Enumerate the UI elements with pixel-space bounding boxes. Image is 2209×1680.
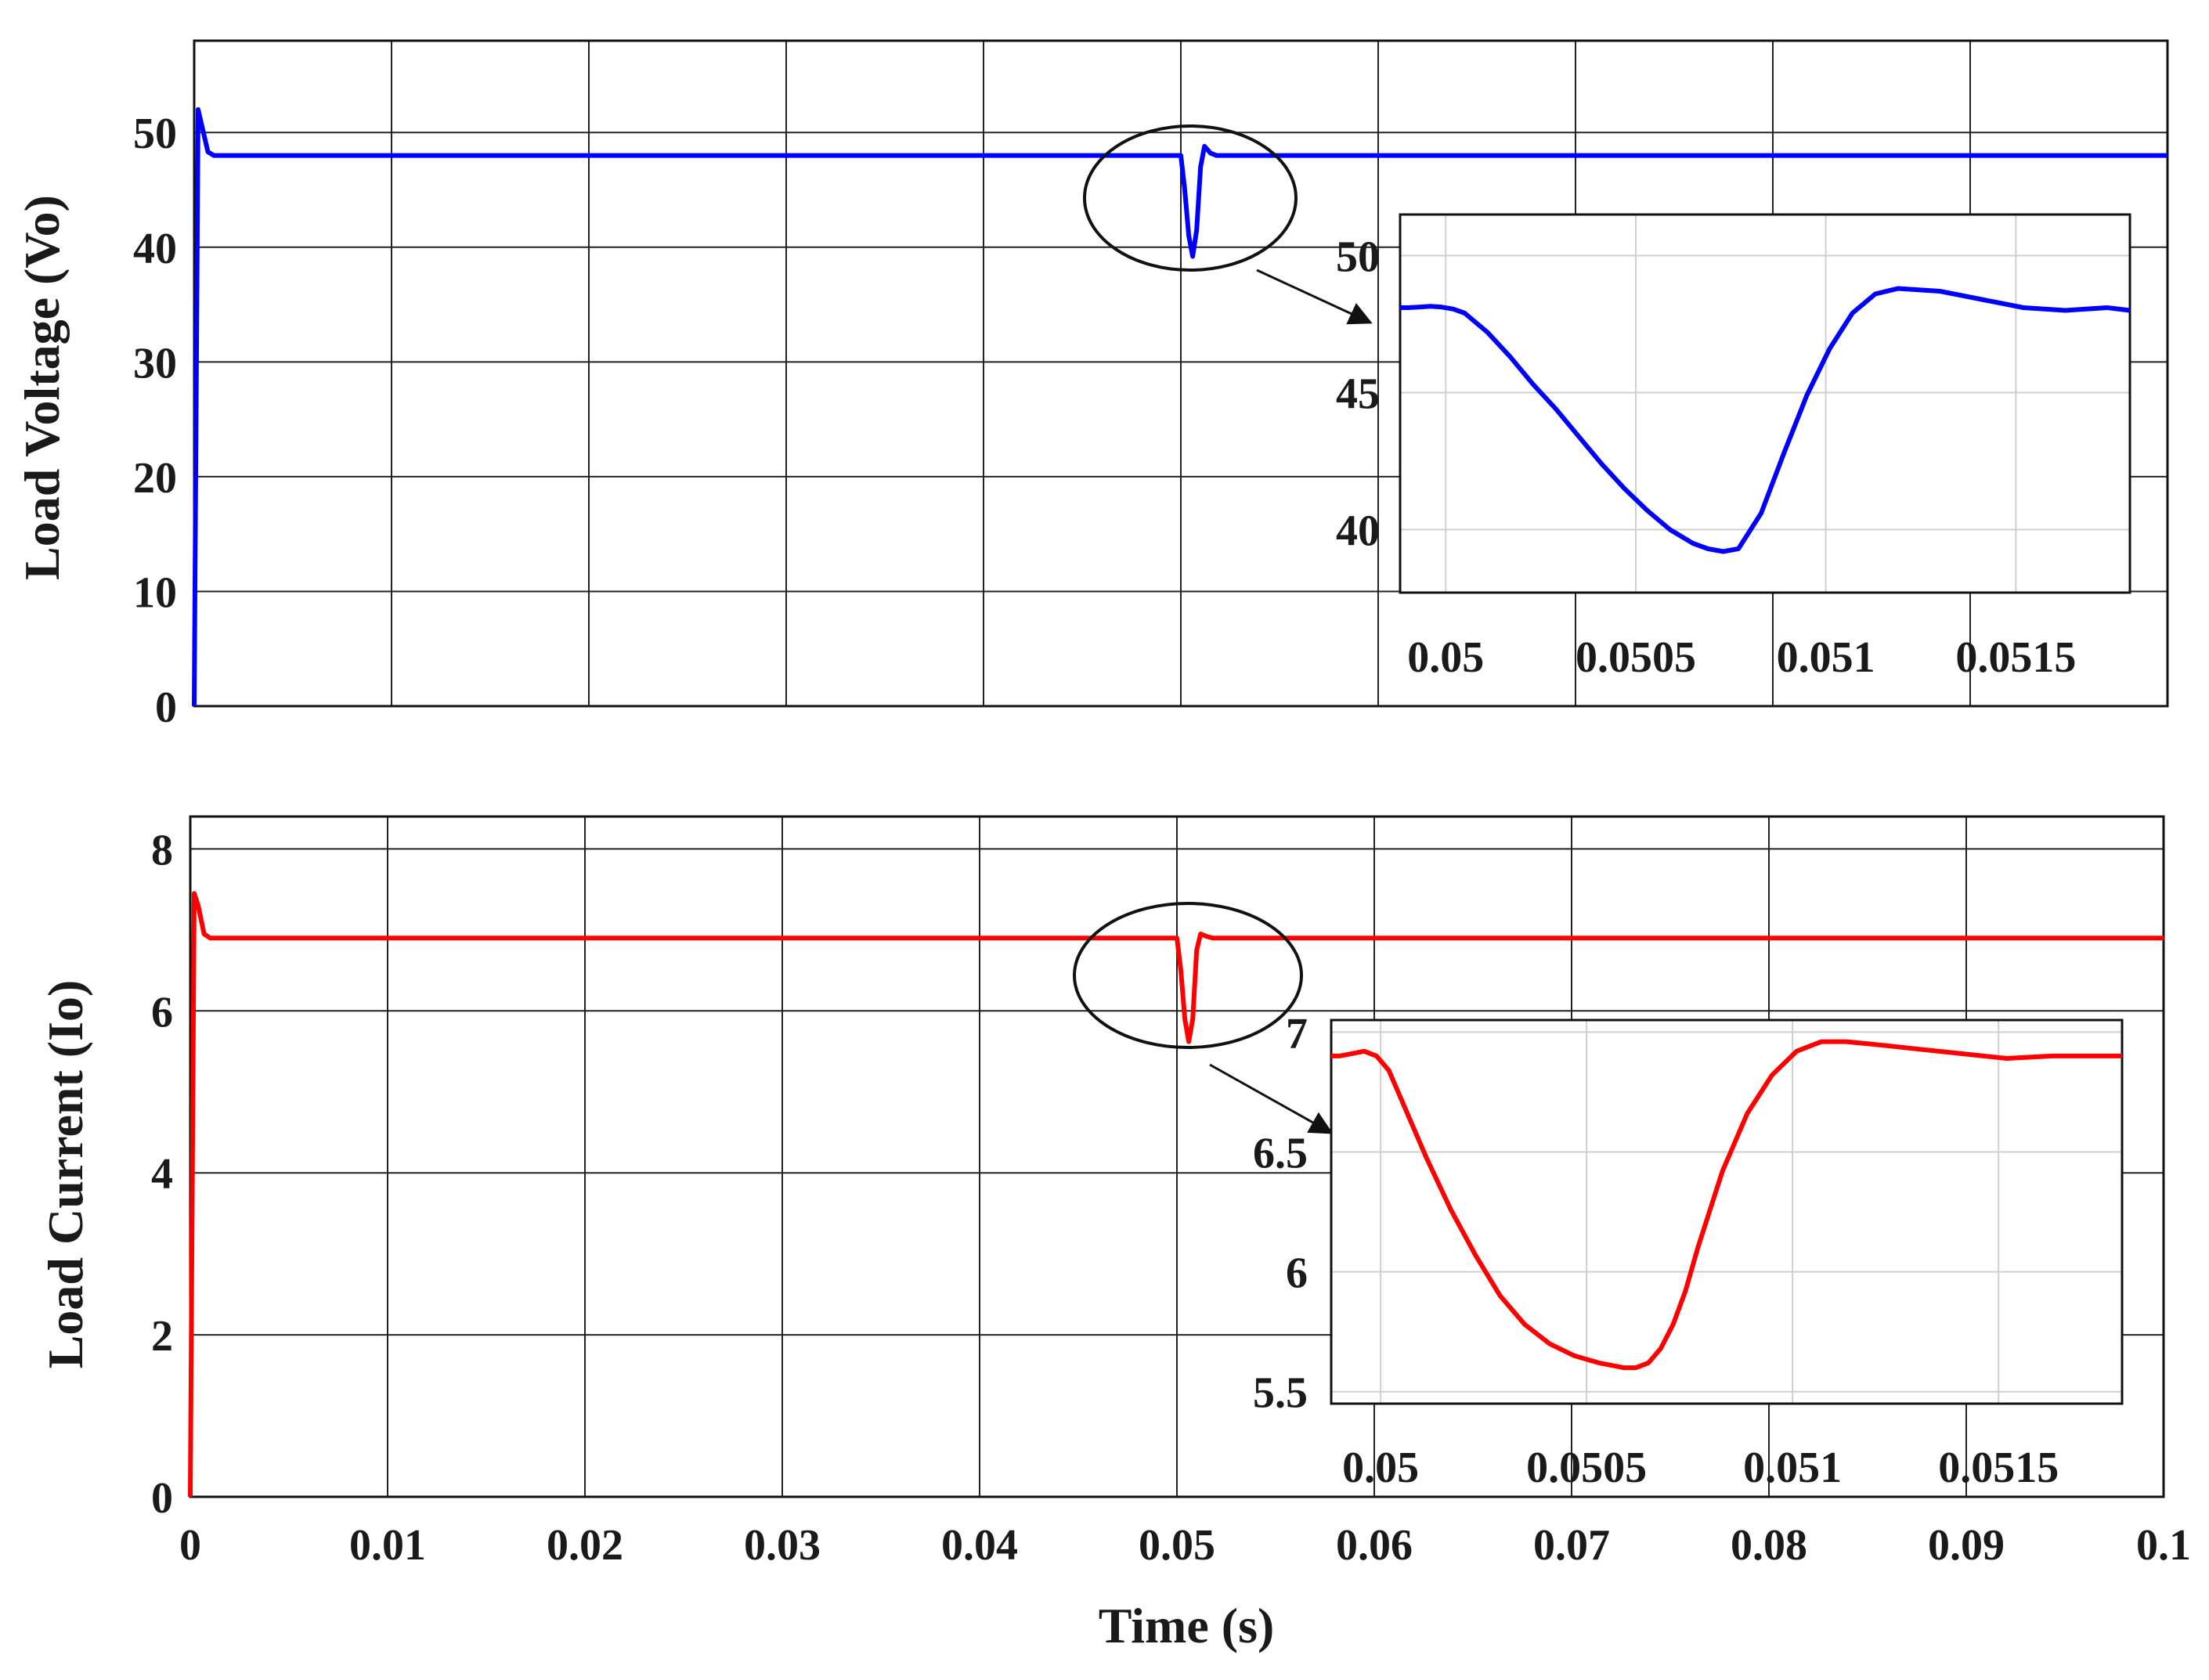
inset-y-tick-label: 45 xyxy=(1336,370,1380,419)
inset-x-tick-label: 0.0505 xyxy=(1576,633,1696,682)
x-tick-label: 0.09 xyxy=(1928,1521,2005,1570)
y-tick-label: 50 xyxy=(133,110,177,158)
inset-y-tick-label: 6 xyxy=(1286,1249,1308,1298)
x-tick-label: 0.07 xyxy=(1533,1521,1610,1570)
zoom-arrow xyxy=(1209,1063,1334,1134)
inset-chart: 40 45 50 0.05 0.0505 0.051 0.0515 xyxy=(1336,213,2131,682)
x-tick-label: 0.1 xyxy=(2136,1521,2191,1570)
x-tick-label: 0 xyxy=(179,1521,201,1570)
y-tick-label: 40 xyxy=(133,225,177,273)
inset-chart: 5.5 6 6.5 7 0.05 0.0505 0.051 0.0515 xyxy=(1253,1009,2124,1492)
voltage-chart: 0 10 20 30 40 50 40 45 50 0.05 0.0505 0.051 0.0515 xyxy=(133,39,2169,732)
y-tick-label: 20 xyxy=(133,454,177,503)
y-tick-label: 2 xyxy=(151,1312,173,1361)
inset-x-tick-label: 0.05 xyxy=(1342,1444,1419,1492)
y-tick-label: 0 xyxy=(151,1474,173,1523)
x-tick-label: 0.04 xyxy=(941,1521,1018,1570)
inset-y-tick-label: 50 xyxy=(1336,233,1380,282)
x-tick-label: 0.06 xyxy=(1336,1521,1413,1570)
inset-x-tick-label: 0.05 xyxy=(1407,633,1484,682)
y-tick-label: 0 xyxy=(155,683,177,732)
inset-y-tick-label: 7 xyxy=(1286,1009,1308,1058)
x-tick-label: 0.05 xyxy=(1139,1521,1215,1570)
inset-series-line xyxy=(1331,1039,2122,1371)
highlight-ellipse xyxy=(1073,902,1303,1049)
inset-y-tick-label: 40 xyxy=(1336,507,1380,556)
inset-frame xyxy=(1330,1018,2124,1405)
y-tick-label: 10 xyxy=(133,568,177,617)
voltage-y-axis-label: Load Voltage (Vo) xyxy=(14,195,70,580)
highlight-ellipse xyxy=(1083,124,1298,272)
y-tick-label: 30 xyxy=(133,339,177,388)
x-tick-label: 0.08 xyxy=(1731,1521,1807,1570)
inset-x-tick-label: 0.0505 xyxy=(1526,1444,1647,1492)
inset-frame xyxy=(1399,213,2131,594)
inset-x-tick-label: 0.0515 xyxy=(1938,1444,2059,1492)
current-y-axis-label: Load Current (Io) xyxy=(38,980,93,1369)
x-tick-label: 0.03 xyxy=(744,1521,821,1570)
inset-series-line xyxy=(1400,286,2131,554)
inset-y-tick-label: 5.5 xyxy=(1253,1369,1308,1418)
inset-y-tick-label: 6.5 xyxy=(1253,1129,1308,1177)
inset-background xyxy=(1331,1020,2122,1404)
y-tick-label: 4 xyxy=(151,1150,173,1199)
inset-background xyxy=(1400,215,2130,593)
y-tick-label: 8 xyxy=(151,826,173,874)
x-tick-label: 0.02 xyxy=(547,1521,623,1570)
current-chart: 0 2 4 6 8 0 0.01 0.02 0.03 0.04 0.05 0.06 0.07 0.08 0.… xyxy=(151,815,2191,1570)
inset-x-tick-label: 0.051 xyxy=(1743,1444,1842,1492)
series-line xyxy=(192,106,2167,707)
x-tick-label: 0.01 xyxy=(349,1521,426,1570)
series-line xyxy=(188,891,2164,1498)
zoom-arrow xyxy=(1256,269,1373,325)
inset-x-tick-label: 0.0515 xyxy=(1955,633,2076,682)
inset-x-tick-label: 0.051 xyxy=(1777,633,1875,682)
x-axis-label: Time (s) xyxy=(1099,1598,1275,1653)
y-tick-label: 6 xyxy=(151,988,173,1036)
